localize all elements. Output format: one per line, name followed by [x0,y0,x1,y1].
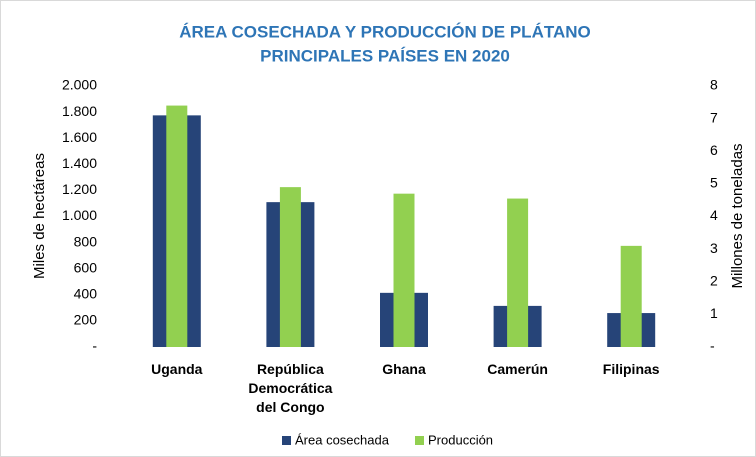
legend-label: Producción [428,432,493,447]
y-tick-label: 1.000 [62,207,97,223]
y-tick-label: 1.800 [62,103,97,119]
y2-tick-label: 5 [710,175,718,191]
x-tick-label: Filipinas [602,361,660,377]
x-tick-label: Camerún [487,361,548,377]
bar [393,193,415,347]
y-tick-label: 400 [74,286,98,302]
x-tick-label: Uganda [151,361,203,377]
y-tick-label: - [92,338,97,354]
y-tick-label: 800 [74,233,98,249]
y2-tick-label: 7 [710,109,718,125]
y2-tick-label: 4 [710,207,718,223]
chart-subtitle: PRINCIPALES PAÍSES EN 2020 [260,46,510,65]
bar [507,198,529,347]
y2-tick-label: 1 [710,305,718,321]
y2-tick-label: 2 [710,272,718,288]
bar [166,105,188,347]
y2-tick-label: - [710,338,715,354]
y-tick-label: 1.400 [62,155,97,171]
y-tick-label: 1.600 [62,129,97,145]
y2-axis-label: Millones de toneladas [729,143,746,288]
legend-label: Área cosechada [295,432,390,447]
legend-swatch [282,436,291,445]
y-tick-label: 2.000 [62,77,97,93]
y2-tick-label: 3 [710,240,718,256]
chart-title: ÁREA COSECHADA Y PRODUCCIÓN DE PLÁTANO [179,22,591,41]
bar [620,245,642,347]
y2-tick-label: 8 [710,77,718,93]
y-tick-label: 200 [74,312,98,328]
x-tick-label: República Democrática del Congo [248,361,333,415]
y-tick-label: 600 [74,259,98,275]
x-tick-label: Ghana [382,361,426,377]
bar [279,187,301,347]
y-tick-label: 1.200 [62,181,97,197]
legend-swatch [415,436,424,445]
y-axis-label: Miles de hectáreas [31,153,48,279]
y2-tick-label: 6 [710,142,718,158]
